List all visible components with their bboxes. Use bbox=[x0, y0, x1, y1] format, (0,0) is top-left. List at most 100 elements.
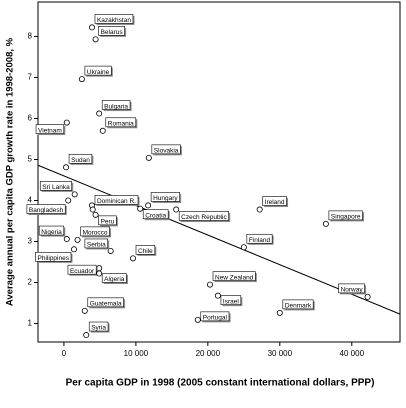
point-label: Croatia bbox=[145, 212, 166, 219]
data-point bbox=[74, 236, 81, 243]
data-point bbox=[88, 24, 95, 31]
point-label: Bulgaria bbox=[104, 103, 128, 110]
label-box bbox=[178, 211, 230, 221]
data-point bbox=[63, 164, 70, 171]
label-box bbox=[328, 210, 363, 221]
point-label: Guatemala bbox=[90, 301, 122, 308]
y-tick-label: 4 bbox=[28, 196, 33, 205]
point-label: Syria bbox=[91, 325, 106, 332]
point-label: New Zealand bbox=[215, 274, 254, 281]
data-point bbox=[96, 270, 103, 277]
point-label: Romania bbox=[108, 121, 134, 128]
data-point bbox=[81, 307, 88, 314]
data-point bbox=[256, 206, 263, 213]
x-tick-label: 40 000 bbox=[340, 349, 365, 358]
point-label: Portugal bbox=[203, 315, 228, 322]
x-tick-label: 30 000 bbox=[268, 349, 293, 358]
label-box bbox=[35, 252, 72, 262]
data-point bbox=[194, 316, 201, 323]
data-point bbox=[99, 127, 106, 134]
label-box bbox=[67, 264, 97, 275]
point-label: Finland bbox=[249, 237, 271, 244]
label-box bbox=[220, 295, 242, 305]
data-point bbox=[96, 110, 103, 117]
data-point bbox=[129, 255, 136, 262]
data-point bbox=[322, 220, 329, 227]
point-label: Hungary bbox=[153, 195, 178, 202]
label-box bbox=[98, 26, 125, 36]
point-label: Kazakhstan bbox=[97, 17, 131, 24]
data-point bbox=[63, 119, 70, 126]
point-label: Ireland bbox=[265, 199, 285, 206]
data-point bbox=[83, 332, 90, 339]
point-label: Nigeria bbox=[41, 229, 62, 236]
label-box bbox=[246, 233, 273, 244]
data-point bbox=[173, 206, 180, 213]
data-point bbox=[107, 247, 114, 254]
point-label: Israel bbox=[223, 298, 239, 305]
data-point bbox=[145, 154, 152, 161]
label-box bbox=[88, 321, 109, 332]
x-tick-label: 10 000 bbox=[124, 349, 149, 358]
point-label: Sri Lanka bbox=[42, 184, 70, 191]
data-point bbox=[92, 211, 99, 218]
label-box bbox=[84, 65, 112, 76]
data-point bbox=[145, 202, 152, 209]
y-tick-label: 2 bbox=[28, 278, 33, 287]
point-label: Norway bbox=[341, 287, 364, 294]
label-box bbox=[68, 153, 93, 164]
data-point bbox=[364, 293, 371, 300]
point-label: Ecuador bbox=[70, 268, 95, 275]
data-point bbox=[89, 206, 96, 213]
point-label: Serbia bbox=[87, 242, 106, 249]
y-tick-label: 5 bbox=[28, 155, 33, 164]
label-box bbox=[105, 117, 137, 128]
x-tick-label: 20 000 bbox=[196, 349, 221, 358]
label-box bbox=[94, 195, 139, 205]
data-point bbox=[92, 36, 99, 43]
label-box bbox=[35, 124, 65, 134]
label-box bbox=[151, 144, 181, 155]
point-label: Dominican R. bbox=[97, 198, 136, 205]
point-label: Philippines bbox=[38, 255, 70, 262]
label-box bbox=[94, 14, 134, 24]
y-axis-title: Average annual per capita GDP growth rat… bbox=[5, 37, 16, 306]
label-box bbox=[142, 209, 169, 220]
data-point bbox=[276, 309, 283, 316]
label-box bbox=[26, 204, 66, 214]
point-label: Peru bbox=[101, 219, 115, 226]
data-point bbox=[71, 191, 78, 198]
label-box bbox=[39, 181, 73, 191]
label-box bbox=[38, 225, 65, 236]
data-point bbox=[240, 244, 247, 251]
data-point bbox=[63, 236, 70, 243]
y-tick-label: 8 bbox=[28, 32, 33, 41]
point-label: Bangladesh bbox=[29, 207, 64, 214]
label-box bbox=[80, 226, 110, 237]
data-point bbox=[70, 246, 77, 253]
x-axis-title: Per capita GDP in 1998 (2005 constant in… bbox=[66, 378, 375, 389]
point-label: Sudan bbox=[71, 157, 90, 164]
y-tick-label: 3 bbox=[28, 237, 33, 246]
y-tick-label: 6 bbox=[28, 114, 33, 123]
label-box bbox=[101, 273, 127, 283]
point-label: Morocco bbox=[83, 230, 108, 237]
data-point bbox=[65, 197, 72, 204]
label-box bbox=[200, 311, 230, 322]
data-point bbox=[207, 281, 214, 288]
label-box bbox=[87, 297, 124, 308]
point-label: Ukraine bbox=[87, 69, 110, 76]
point-label: Czech Republic bbox=[181, 214, 227, 221]
label-box bbox=[101, 100, 131, 110]
point-label: Denmark bbox=[285, 303, 312, 310]
y-tick-label: 7 bbox=[28, 73, 33, 82]
point-label: Belarus bbox=[101, 29, 124, 36]
point-label: Chile bbox=[138, 248, 153, 255]
data-point bbox=[137, 205, 144, 212]
x-tick-label: 0 bbox=[62, 349, 67, 358]
y-tick-label: 1 bbox=[28, 319, 33, 328]
label-box bbox=[84, 238, 108, 249]
label-box bbox=[262, 196, 287, 206]
point-label: Slovakia bbox=[154, 148, 179, 155]
label-box bbox=[338, 283, 365, 294]
